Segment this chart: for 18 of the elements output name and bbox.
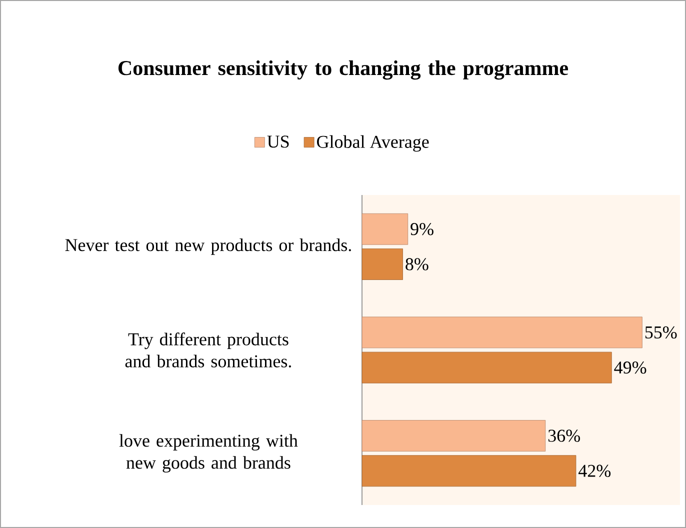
data-label: 8% bbox=[406, 258, 428, 270]
data-label: 36% bbox=[548, 430, 580, 442]
y-tick-label: Try different products and brands sometimes. bbox=[125, 332, 292, 368]
bar bbox=[362, 455, 576, 487]
data-label: 42% bbox=[578, 464, 611, 477]
y-tick-label: love experimenting with new goods and brands bbox=[119, 434, 298, 473]
data-label: 55% bbox=[645, 326, 677, 339]
bar bbox=[362, 420, 546, 452]
y-tick-label: Never test out new products or brands. bbox=[65, 238, 351, 255]
data-label: 49% bbox=[614, 361, 646, 374]
chart-title: Consumer sensitivity to changing the programme bbox=[118, 60, 568, 80]
legend-label: Global Average bbox=[317, 135, 429, 152]
bar bbox=[362, 316, 642, 348]
legend-label: US bbox=[267, 136, 289, 148]
bar bbox=[362, 352, 612, 384]
data-label: 9% bbox=[410, 223, 434, 236]
bar bbox=[362, 248, 403, 280]
bar bbox=[362, 213, 408, 245]
